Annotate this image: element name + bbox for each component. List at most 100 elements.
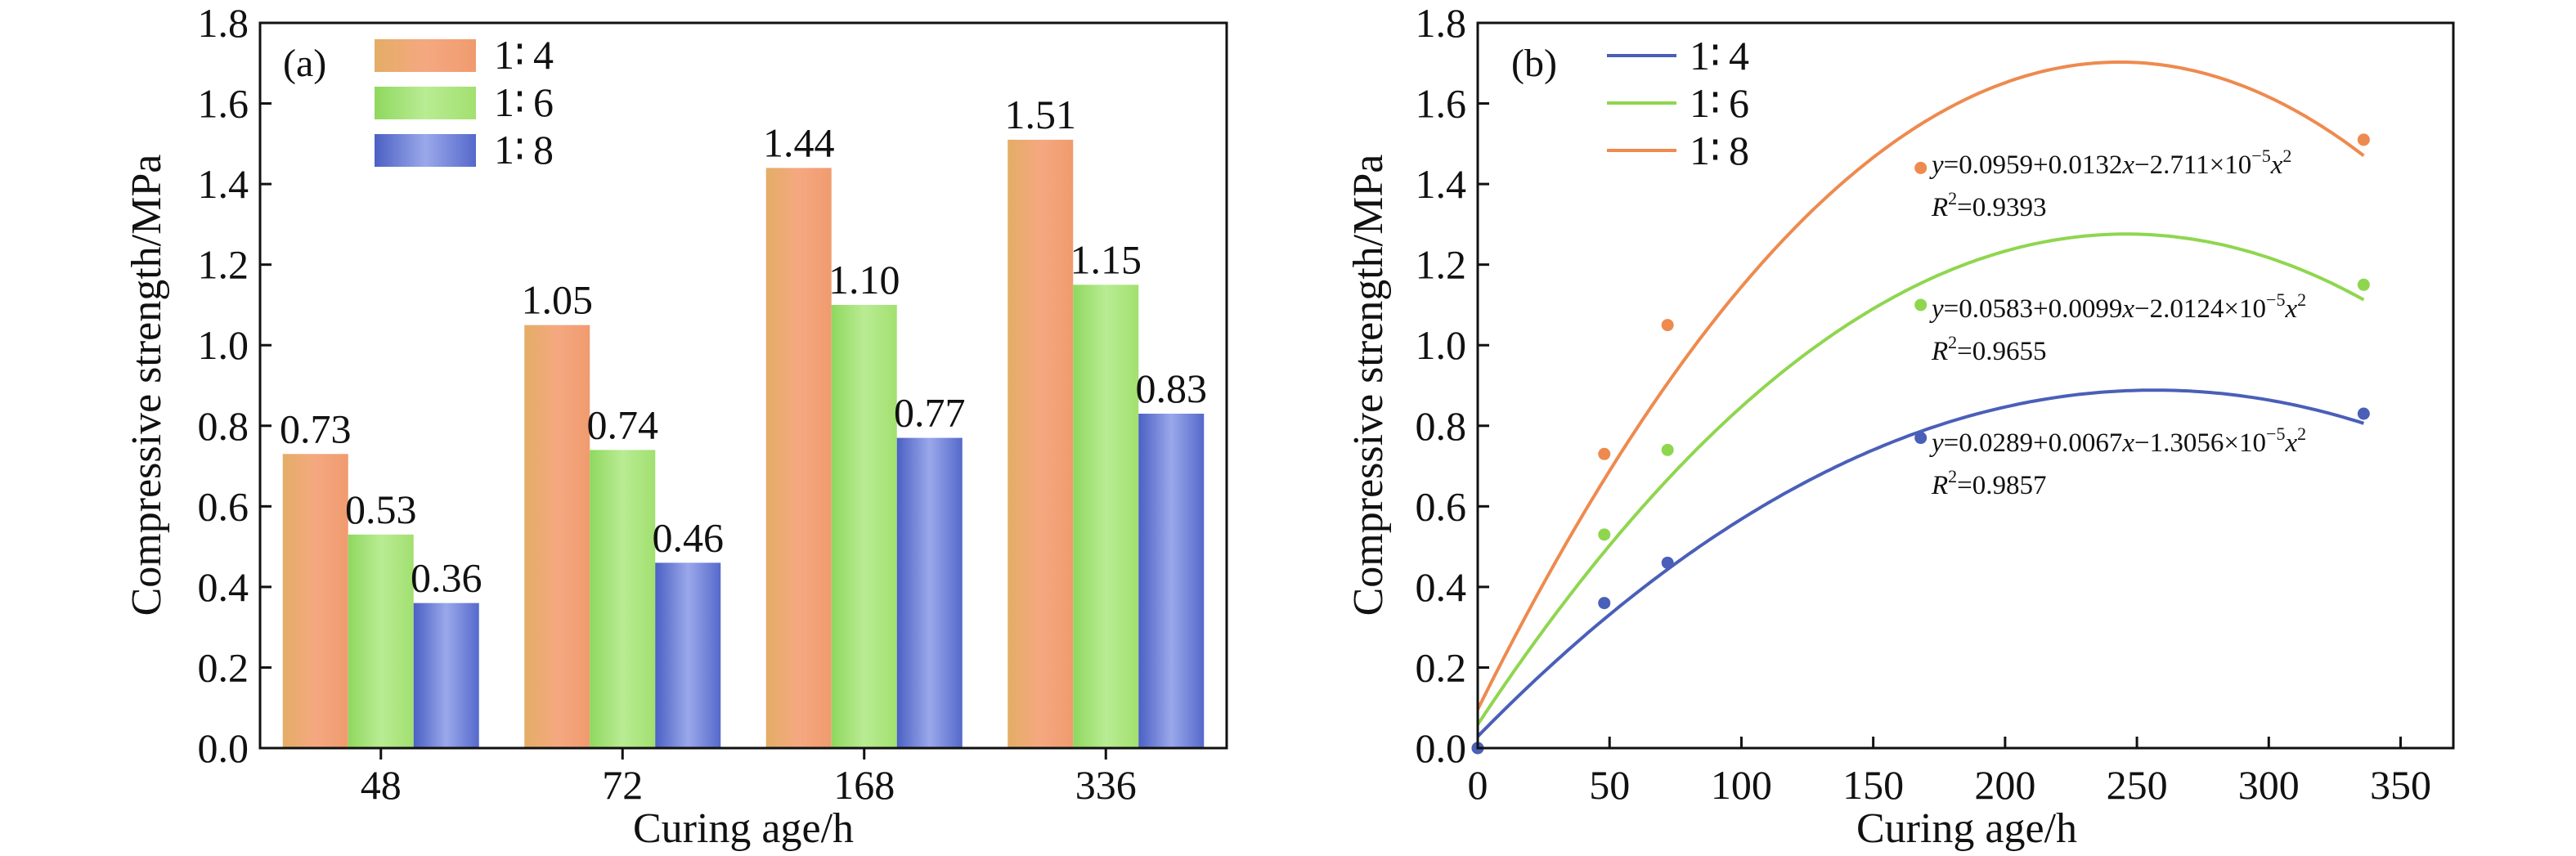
equation-part: x xyxy=(2284,294,2297,324)
y-tick-label: 1.6 xyxy=(1416,81,1467,127)
bar-value-label: 0.46 xyxy=(653,514,725,560)
panel-label: (a) xyxy=(283,42,326,85)
data-point xyxy=(1914,298,1928,311)
x-tick-label: 350 xyxy=(2370,762,2431,808)
x-tick-label: 300 xyxy=(2238,762,2300,808)
equation-part: y xyxy=(1929,294,1944,324)
equation-part: y xyxy=(1929,150,1944,180)
legend-swatch xyxy=(375,39,476,72)
fit-equation: y=0.0583+0.0099x−2.0124×10−5x2 xyxy=(1929,289,2306,324)
y-tick-label: 0.4 xyxy=(198,564,249,610)
bar-value-label: 1.10 xyxy=(828,257,900,303)
x-tick-label: 250 xyxy=(2107,762,2168,808)
bar-chart-panel: 0.73 1.05 1.44 1.51 0.53 0.74 1.10 1.15 0.36 0.46… xyxy=(123,0,1228,852)
data-point xyxy=(2357,133,2370,146)
equation-part: x xyxy=(2284,428,2297,458)
y-tick-label: 0.4 xyxy=(1416,564,1467,610)
y-axis-title: Compressive strength/MPa xyxy=(1345,155,1392,616)
bar-value-label: 0.53 xyxy=(345,486,417,532)
x-axis-title: Curing age/h xyxy=(633,805,854,852)
fit-curve xyxy=(1478,61,2365,710)
fit-equations: y=0.0959+0.0132x−2.711×10−5x2R2=0.9393y=… xyxy=(1929,146,2306,500)
y-tick-label: 0.6 xyxy=(198,483,249,529)
data-point xyxy=(1661,556,1674,569)
legend-label: 1∶ 8 xyxy=(494,127,554,173)
equation-part: x xyxy=(2121,428,2134,458)
y-tick-label: 0.0 xyxy=(1416,725,1467,771)
y-tick-label: 0.8 xyxy=(198,403,249,449)
bar xyxy=(896,437,963,748)
bar-value-label: 1.44 xyxy=(763,119,835,165)
bar xyxy=(1008,139,1074,749)
equation-part: y xyxy=(1929,428,1944,458)
data-point xyxy=(1914,432,1928,445)
y-axis-title: Compressive strength/MPa xyxy=(123,155,170,616)
r-squared-symbol: R xyxy=(1931,193,1948,222)
bar xyxy=(1073,285,1139,748)
equation-part: x xyxy=(2121,150,2134,180)
r-squared: R2=0.9655 xyxy=(1931,332,2047,366)
equation-part: −2.0124×10 xyxy=(2134,294,2266,324)
legend: 1∶ 41∶ 61∶ 8 xyxy=(1607,33,1749,173)
y-tick-label: 1.4 xyxy=(1416,161,1467,207)
bar-value-label: 1.05 xyxy=(522,277,594,323)
data-point xyxy=(1914,161,1928,174)
equation-exponent: 2 xyxy=(2282,146,2291,166)
x-tick-label: 48 xyxy=(361,762,402,808)
legend-label: 1∶ 8 xyxy=(1690,128,1749,173)
x-tick-label: 168 xyxy=(833,762,895,808)
bar-value-label: 1.15 xyxy=(1070,236,1142,282)
x-tick-label: 150 xyxy=(1842,762,1904,808)
legend-label: 1∶ 4 xyxy=(1690,33,1749,78)
y-tick-label: 0.2 xyxy=(198,644,249,690)
fit-curve xyxy=(1478,388,2365,738)
scatter-fit-panel: 0.0 0.2 0.4 0.6 0.8 1.0 1.2 1.4 1.6 1.8 0 50 100 150 2… xyxy=(1345,0,2455,852)
r-squared-exponent: 2 xyxy=(1948,332,1957,352)
y-tick-label: 1.6 xyxy=(198,81,249,127)
bar xyxy=(590,450,656,748)
equation-exponent: 2 xyxy=(2297,424,2306,444)
r-squared: R2=0.9393 xyxy=(1931,188,2047,222)
equation-exponent: −5 xyxy=(2266,424,2285,444)
x-axis-title: Curing age/h xyxy=(1856,805,2077,852)
plot-frame xyxy=(1476,21,2455,750)
y-tick-label: 1.4 xyxy=(198,161,249,207)
y-tick-label: 1.8 xyxy=(1416,0,1467,46)
axis-ticks: 0.0 0.2 0.4 0.6 0.8 1.0 1.2 1.4 1.6 1.8 0 50 100 150 2… xyxy=(1416,0,2432,808)
r-squared-exponent: 2 xyxy=(1948,466,1957,486)
r-squared-value: =0.9857 xyxy=(1957,471,2046,500)
equation-part: −1.3056×10 xyxy=(2134,428,2266,458)
x-tick-label: 100 xyxy=(1711,762,1772,808)
r-squared-value: =0.9655 xyxy=(1957,337,2046,366)
bar xyxy=(282,454,348,748)
r-squared-value: =0.9393 xyxy=(1957,193,2046,222)
y-tick-label: 1.0 xyxy=(198,322,249,368)
fit-equation: y=0.0959+0.0132x−2.711×10−5x2 xyxy=(1929,146,2291,180)
bar-value-label: 0.36 xyxy=(411,555,482,601)
r-squared-symbol: R xyxy=(1931,471,1948,500)
bar xyxy=(348,534,414,748)
bar-series-group xyxy=(282,139,1205,749)
y-tick-label: 0.2 xyxy=(1416,644,1467,690)
bar-value-label: 0.73 xyxy=(280,406,352,451)
data-point xyxy=(1661,319,1674,332)
y-tick-label: 0.0 xyxy=(198,725,249,771)
y-tick-label: 0.8 xyxy=(1416,403,1467,449)
fit-curve xyxy=(1478,232,2365,726)
equation-exponent: 2 xyxy=(2297,289,2306,310)
data-points xyxy=(1471,133,2370,755)
bar-value-label: 1.51 xyxy=(1005,92,1077,137)
data-point xyxy=(1598,597,1611,610)
legend-label: 1∶ 6 xyxy=(494,79,554,125)
legend-swatch xyxy=(375,134,476,167)
equation-part: =0.0959+0.0132 xyxy=(1944,150,2123,180)
data-point xyxy=(1598,447,1611,460)
data-point xyxy=(2357,407,2370,420)
x-tick-label: 336 xyxy=(1075,762,1137,808)
legend-swatch xyxy=(375,87,476,119)
r-squared: R2=0.9857 xyxy=(1931,466,2047,500)
plot-frame xyxy=(258,21,1228,750)
bar xyxy=(831,304,897,748)
equation-exponent: −5 xyxy=(2266,289,2285,310)
